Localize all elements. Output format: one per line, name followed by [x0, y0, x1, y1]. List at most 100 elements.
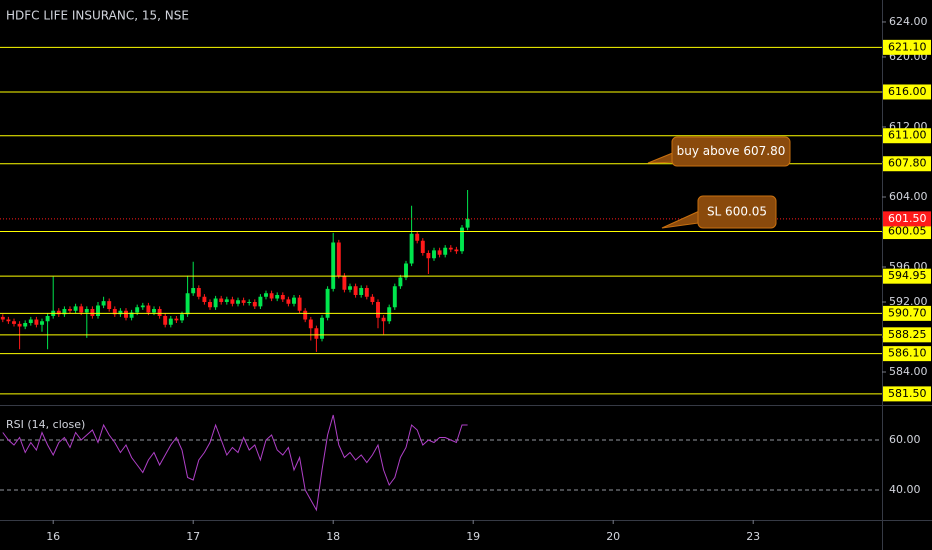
candle-body [196, 287, 201, 297]
y-tick-label: 584.00 [889, 365, 928, 378]
candle-body [129, 312, 134, 318]
candle-body [23, 323, 28, 327]
candle-body [264, 293, 268, 297]
candle-body [168, 318, 173, 325]
candle-body [118, 310, 123, 315]
level-label-box [883, 224, 931, 240]
candle-body [426, 252, 431, 259]
candle-body [353, 286, 358, 295]
candle-body [241, 300, 246, 303]
y-tick-label: 40.00 [889, 483, 921, 496]
candle-body [34, 319, 39, 325]
x-tick-label: 19 [466, 530, 480, 543]
y-tick-label: 624.00 [889, 15, 928, 28]
level-label-box [883, 305, 931, 321]
candle-body [224, 299, 229, 302]
level-label: 607.80 [888, 157, 927, 170]
candle-body [202, 296, 207, 302]
candle-body [320, 317, 324, 339]
x-tick-label: 16 [46, 530, 60, 543]
candle-body [157, 309, 162, 317]
candle-body [398, 277, 403, 287]
callout-text: buy above 607.80 [677, 144, 786, 158]
candle-body [252, 301, 257, 307]
candle-body [409, 233, 414, 264]
level-label-box [883, 268, 931, 284]
level-label-box [883, 156, 931, 172]
level-label: 621.10 [888, 40, 927, 53]
candle-body [73, 306, 78, 311]
level-label: 616.00 [888, 85, 927, 98]
candle-body [96, 305, 100, 317]
candle-body [90, 309, 95, 317]
candle-body [17, 323, 22, 327]
candle-body [280, 294, 285, 300]
candle-body [56, 310, 61, 315]
level-label: 600.05 [888, 225, 927, 238]
candle-body [443, 247, 448, 255]
candle-body [140, 305, 145, 308]
candle-body [101, 301, 106, 306]
level-label-box [883, 327, 931, 343]
candle-body [303, 310, 308, 320]
level-label-box [883, 39, 931, 55]
candle-body [297, 297, 302, 311]
candle-body [45, 316, 50, 322]
candle-body [404, 263, 408, 278]
candle-body [460, 227, 464, 252]
candle-body [230, 299, 235, 304]
callout-box [671, 136, 791, 167]
y-tick-label: 604.00 [889, 190, 928, 203]
candle-body [174, 318, 179, 321]
level-label: 590.70 [888, 306, 927, 319]
candle-body [465, 218, 470, 228]
candle-body [292, 297, 296, 304]
last-price-label: 601.50 [888, 212, 927, 225]
candle-body [84, 309, 89, 313]
candle-body [331, 242, 336, 289]
indicator-title: RSI (14, close) [6, 418, 85, 431]
level-label: 586.10 [888, 347, 927, 360]
candle-body [213, 298, 218, 308]
candle-body [359, 287, 364, 295]
candle-body [146, 305, 151, 313]
x-tick-label: 17 [186, 530, 200, 543]
candle-body [68, 309, 72, 311]
last-price-box [883, 211, 931, 227]
level-label: 588.25 [888, 328, 927, 341]
candle-body [208, 301, 212, 308]
level-label: 594.95 [888, 269, 927, 282]
candle-body [0, 316, 5, 320]
candle-body [124, 310, 128, 318]
candle-body [364, 287, 369, 297]
candle-body [269, 293, 274, 299]
candle-body [275, 294, 280, 299]
candle-body [415, 233, 420, 241]
candle-body [236, 300, 240, 304]
level-label-box [883, 346, 931, 362]
candle-body [112, 309, 117, 315]
x-tick-label: 23 [746, 530, 760, 543]
level-label: 581.50 [888, 387, 927, 400]
candle-body [325, 288, 330, 318]
candle-body [219, 298, 224, 302]
y-tick-label: 592.00 [889, 295, 928, 308]
candle-body [448, 247, 453, 250]
candle-body [163, 316, 168, 325]
callout-box [697, 195, 777, 229]
candle-body [62, 309, 67, 315]
candle-body [381, 317, 386, 322]
candle-body [308, 319, 313, 329]
candle-body [107, 301, 112, 310]
candle-body [437, 250, 442, 255]
candle-body [432, 250, 436, 259]
candle-body [6, 319, 11, 322]
x-tick-label: 18 [326, 530, 340, 543]
candle-body [180, 314, 184, 321]
candle-body [152, 309, 156, 313]
y-tick-label: 60.00 [889, 433, 921, 446]
candle-body [191, 287, 196, 294]
candle-body [314, 328, 319, 339]
